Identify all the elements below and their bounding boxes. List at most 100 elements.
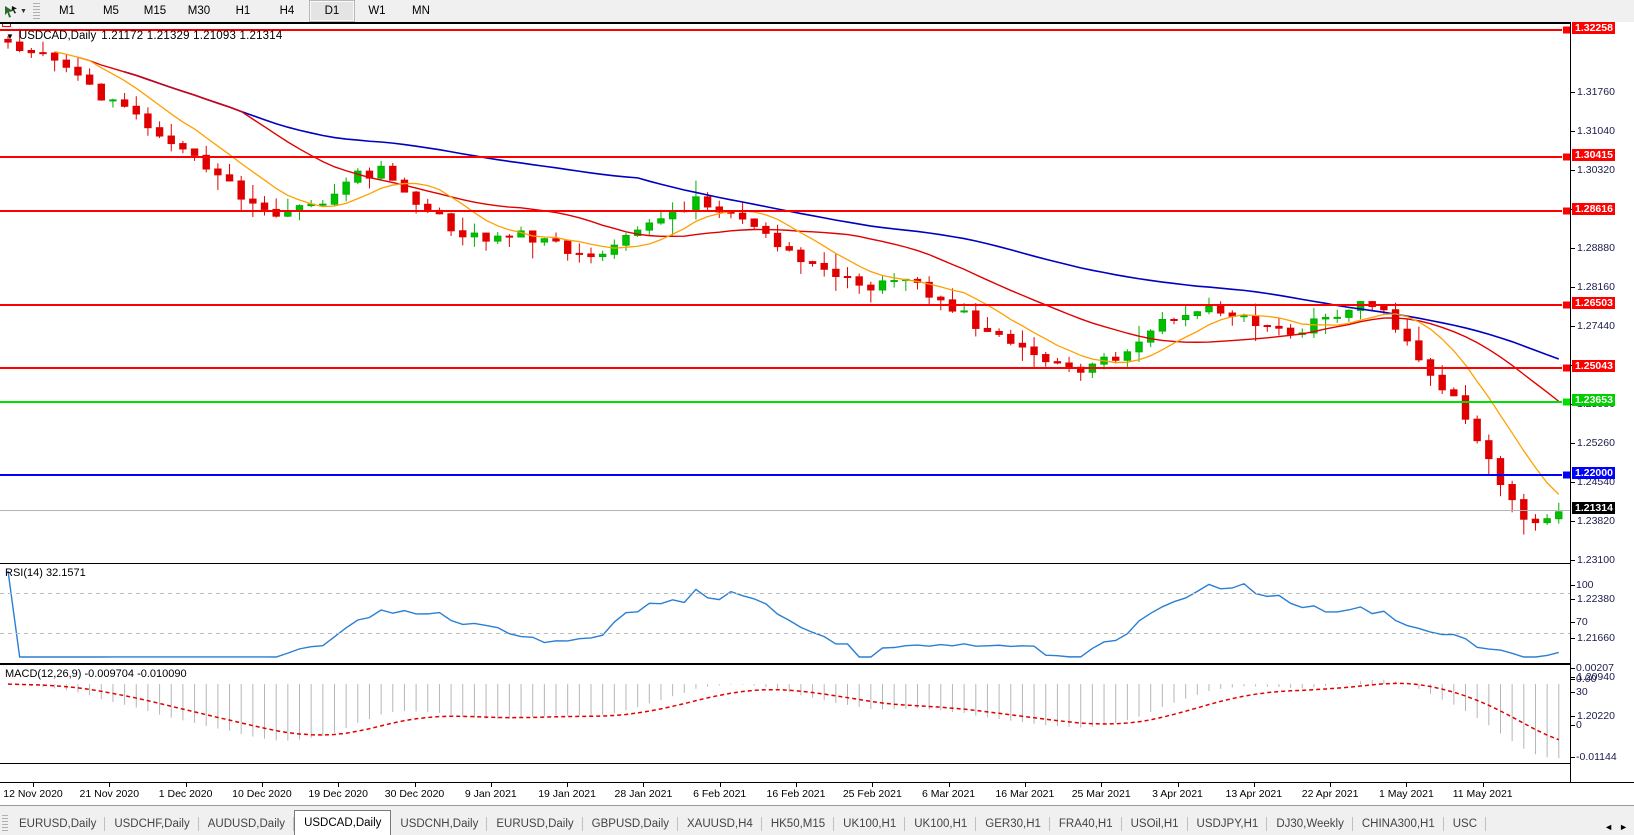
price-axis[interactable]: 1.317601.310401.303201.296001.288801.281… — [1570, 22, 1634, 782]
level-handle[interactable] — [1562, 206, 1570, 216]
level-price-label[interactable]: 1.25043 — [1572, 360, 1615, 372]
timeframe-d1[interactable]: D1 — [308, 0, 355, 22]
level-handle[interactable] — [1562, 470, 1570, 480]
price-pane[interactable]: ▼ USDCAD,Daily 1.21172 1.21329 1.21093 1… — [0, 22, 1570, 564]
price-tick — [1571, 287, 1575, 288]
chart-tab-dj30-weekly[interactable]: DJ30,Weekly — [1267, 813, 1353, 835]
chart-tab-bar: EURUSD,Daily USDCHF,Daily AUDUSD,Daily USDC… — [0, 805, 1634, 835]
top-level-line — [0, 22, 1570, 24]
chart-tab-uk100-h1[interactable]: UK100,H1 — [905, 813, 977, 835]
chart-tab-eurusd-daily[interactable]: EURUSD,Daily — [487, 813, 584, 835]
price-tick — [1571, 482, 1575, 483]
chart-tabs: EURUSD,Daily USDCHF,Daily AUDUSD,Daily USDC… — [10, 810, 1487, 835]
level-price-label[interactable]: 1.28616 — [1572, 203, 1615, 215]
price-tick-label: 1.23100 — [1577, 554, 1615, 566]
chart-tab-china300-h1[interactable]: CHINA300,H1 — [1353, 813, 1444, 835]
level-handle[interactable] — [1562, 363, 1570, 373]
level-line-1.23653[interactable] — [0, 401, 1570, 403]
chart-tab-eurusd-daily[interactable]: EURUSD,Daily — [10, 813, 106, 835]
chart-tab-xauusd-h4[interactable]: XAUUSD,H4 — [678, 813, 762, 835]
timeframe-h4[interactable]: H4 — [279, 5, 295, 17]
macd-tick-label: -0.01144 — [1576, 751, 1617, 763]
chart-tab-ger30-h1[interactable]: GER30,H1 — [976, 813, 1050, 835]
price-tick — [1571, 170, 1575, 171]
chart-tab-usdcnh-daily[interactable]: USDCNH,Daily — [391, 813, 488, 835]
price-tick — [1571, 92, 1575, 93]
tabbar-drag-handle[interactable] — [2, 815, 8, 833]
chart-tab-hk50-m15[interactable]: HK50,M15 — [762, 813, 835, 835]
price-tick — [1571, 326, 1575, 327]
time-tick — [1024, 783, 1026, 787]
timeframe-h1[interactable]: H1 — [235, 5, 251, 17]
level-line-1.30415[interactable] — [0, 156, 1570, 158]
level-handle[interactable] — [1562, 152, 1570, 162]
level-price-label[interactable]: 1.23653 — [1572, 394, 1615, 406]
chart-tab-gbpusd-daily[interactable]: GBPUSD,Daily — [583, 813, 679, 835]
symbol-quote-header: ▼ USDCAD,Daily 1.21172 1.21329 1.21093 1… — [6, 30, 282, 42]
chart-tab-uk100-h1[interactable]: UK100,H1 — [834, 813, 906, 835]
ohlc-values: 1.21172 1.21329 1.21093 1.21314 — [101, 30, 283, 42]
chart-tab-audusd-daily[interactable]: AUDUSD,Daily — [199, 813, 295, 835]
timeframe-m15[interactable]: M15 — [143, 5, 167, 17]
crosshair-cursor-icon[interactable] — [0, 1, 22, 21]
level-handle[interactable] — [1562, 300, 1570, 310]
chart-tab-usdchf-daily[interactable]: USDCHF,Daily — [105, 813, 200, 835]
level-line-1.25043[interactable] — [0, 367, 1570, 369]
chart-tab-usdcad-daily[interactable]: USDCAD,Daily — [294, 810, 392, 835]
timeframe-w1[interactable]: W1 — [368, 5, 386, 17]
price-tick — [1571, 443, 1575, 444]
level-line-1.28616[interactable] — [0, 210, 1570, 212]
price-tick-label: 1.28160 — [1577, 281, 1615, 293]
level-price-label[interactable]: 1.21314 — [1572, 502, 1615, 514]
level-handle[interactable] — [1562, 397, 1570, 407]
time-tick — [948, 783, 950, 787]
chart-tab-usoil-h1[interactable]: USOil,H1 — [1122, 813, 1188, 835]
timeframe-mn[interactable]: MN — [411, 5, 430, 17]
level-handle[interactable] — [1562, 25, 1570, 35]
timeframe-m1[interactable]: M1 — [58, 5, 75, 17]
price-tick — [1571, 131, 1575, 132]
time-tick-label: 21 Nov 2020 — [79, 788, 140, 800]
macd-tick — [1571, 679, 1575, 680]
time-tick — [414, 783, 416, 787]
level-price-label[interactable]: 1.22000 — [1572, 467, 1615, 479]
price-tick — [1571, 599, 1575, 600]
price-tick-label: 1.24540 — [1577, 476, 1615, 488]
time-axis[interactable]: 12 Nov 2020 21 Nov 2020 1 Dec 2020 10 Dec 2… — [0, 782, 1634, 806]
time-tick-label: 25 Mar 2021 — [1071, 788, 1131, 800]
level-price-label[interactable]: 1.30415 — [1572, 149, 1615, 161]
chevron-down-icon[interactable]: ▼ — [20, 7, 27, 15]
macd-pane[interactable]: MACD(12,26,9) -0.009704 -0.010090 — [0, 664, 1570, 764]
rsi-pane[interactable]: RSI(14) 32.1571 — [0, 563, 1570, 664]
time-tick — [719, 783, 721, 787]
chart-area[interactable]: ▼ USDCAD,Daily 1.21172 1.21329 1.21093 1… — [0, 22, 1634, 806]
time-tick-label: 12 Nov 2020 — [3, 788, 63, 800]
collapse-icon[interactable]: ▼ — [6, 31, 14, 41]
rsi-title: RSI(14) 32.1571 — [5, 567, 86, 579]
chart-tab-fra40-h1[interactable]: FRA40,H1 — [1050, 813, 1122, 835]
rsi-level-70 — [0, 593, 1570, 594]
chart-tab-usdjpy-h1[interactable]: USDJPY,H1 — [1188, 813, 1268, 835]
price-tick — [1571, 716, 1575, 717]
top-level-handle[interactable] — [2, 24, 11, 27]
chart-tab-usc[interactable]: USC — [1444, 813, 1487, 835]
time-tick-label: 16 Mar 2021 — [995, 788, 1055, 800]
timeframe-m30[interactable]: M30 — [187, 5, 211, 17]
time-tick-label: 19 Jan 2021 — [538, 788, 596, 800]
toolbar-drag-handle[interactable] — [32, 3, 40, 19]
time-tick — [1177, 783, 1179, 787]
time-tick — [872, 783, 874, 787]
level-price-label[interactable]: 1.32258 — [1572, 22, 1615, 34]
tab-scroll-right-icon[interactable]: ► — [1619, 822, 1628, 832]
tab-scroll-controls: ◄ ► — [1598, 822, 1634, 835]
timeframe-m5[interactable]: M5 — [102, 5, 119, 17]
tab-scroll-left-icon[interactable]: ◄ — [1604, 822, 1614, 832]
price-tick — [1571, 638, 1575, 639]
level-price-label[interactable]: 1.26503 — [1572, 297, 1615, 309]
level-line-1.26503[interactable] — [0, 304, 1570, 306]
level-line-1.32258[interactable] — [0, 29, 1570, 31]
level-line-1.22000[interactable] — [0, 474, 1570, 476]
price-tick-label: 1.22380 — [1577, 593, 1615, 605]
time-tick-label: 30 Dec 2020 — [384, 788, 445, 800]
macd-title: MACD(12,26,9) -0.009704 -0.010090 — [5, 668, 187, 680]
